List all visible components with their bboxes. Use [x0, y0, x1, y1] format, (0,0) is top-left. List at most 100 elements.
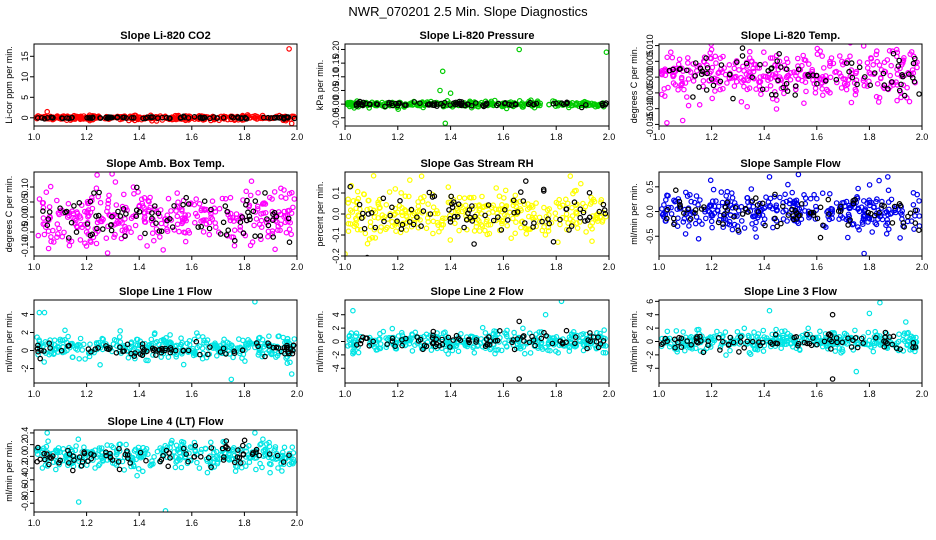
- data-point: [860, 198, 867, 204]
- data-point: [881, 343, 888, 350]
- data-point: [245, 344, 251, 351]
- data-point: [66, 237, 72, 244]
- data-point: [785, 212, 792, 218]
- data-point: [573, 209, 580, 215]
- data-point: [107, 454, 114, 460]
- data-point: [792, 83, 799, 89]
- data-point: [185, 458, 191, 465]
- data-point: [434, 210, 441, 217]
- data-point: [386, 189, 393, 195]
- data-point: [243, 188, 250, 195]
- data-point: [520, 333, 527, 339]
- data-point: [794, 55, 801, 62]
- x-tick-label: 2.0: [291, 132, 304, 142]
- data-point: [681, 215, 688, 222]
- data-point: [347, 183, 354, 190]
- data-point: [51, 337, 58, 344]
- y-tick-label: 0.15: [331, 54, 341, 72]
- data-point: [448, 193, 455, 200]
- data-point: [60, 445, 67, 452]
- data-point: [710, 186, 717, 193]
- data-point: [279, 468, 285, 474]
- x-tick-label: 1.2: [80, 518, 93, 528]
- data-point: [139, 352, 146, 359]
- x-tick-label: 2.0: [291, 389, 304, 399]
- data-point: [235, 447, 241, 453]
- data-point: [738, 74, 744, 81]
- data-point: [456, 98, 463, 105]
- data-point: [772, 71, 779, 77]
- data-point: [601, 327, 608, 333]
- data-point: [829, 376, 836, 382]
- data-point: [787, 77, 794, 83]
- series-all: [345, 173, 609, 256]
- data-point: [265, 228, 272, 235]
- data-point: [600, 201, 607, 208]
- data-point: [251, 222, 257, 229]
- y-tick-label: 0.00: [20, 208, 30, 226]
- data-point: [719, 338, 726, 345]
- data-point: [735, 227, 742, 234]
- data-point: [886, 334, 893, 340]
- data-point: [687, 192, 693, 198]
- data-point: [759, 86, 766, 93]
- data-point: [498, 347, 505, 354]
- plot-frame: [658, 171, 923, 257]
- data-point: [473, 339, 479, 345]
- data-point: [221, 336, 227, 343]
- data-point: [62, 327, 68, 334]
- data-point: [52, 466, 59, 473]
- data-point: [769, 331, 776, 338]
- data-point: [882, 210, 888, 216]
- data-point: [243, 202, 249, 208]
- data-point: [696, 102, 703, 108]
- data-point: [717, 344, 724, 350]
- data-point: [41, 450, 48, 457]
- data-point: [64, 115, 70, 121]
- data-point: [97, 199, 104, 206]
- data-point: [421, 193, 427, 200]
- data-point: [560, 101, 567, 108]
- data-point: [848, 344, 855, 350]
- data-point: [482, 212, 488, 219]
- data-point: [866, 310, 873, 317]
- data-point: [66, 242, 73, 249]
- data-point: [140, 468, 146, 475]
- data-point: [783, 55, 790, 62]
- data-point: [682, 80, 689, 86]
- data-point: [37, 355, 44, 362]
- data-point: [749, 198, 756, 204]
- data-point: [793, 333, 800, 340]
- data-point: [670, 80, 677, 86]
- data-point: [365, 197, 372, 204]
- data-point: [748, 186, 755, 192]
- data-point: [823, 343, 830, 349]
- data-point: [511, 209, 517, 216]
- data-point: [216, 205, 223, 212]
- data-point: [762, 204, 769, 210]
- data-point: [784, 330, 791, 337]
- data-point: [854, 344, 861, 351]
- data-point: [801, 339, 808, 346]
- data-point: [669, 54, 676, 61]
- data-point: [812, 90, 819, 96]
- data-point: [912, 220, 919, 226]
- data-point: [179, 220, 185, 227]
- data-point: [266, 333, 272, 340]
- data-point: [518, 224, 524, 231]
- data-point: [225, 448, 232, 454]
- data-point: [259, 201, 266, 207]
- data-point: [901, 330, 908, 337]
- y-tick-label: -0.10: [20, 237, 30, 258]
- data-point: [257, 441, 263, 448]
- data-point: [383, 344, 390, 351]
- data-point: [287, 359, 293, 366]
- data-point: [682, 231, 689, 237]
- data-point: [176, 228, 182, 235]
- data-point: [278, 348, 285, 355]
- data-point: [472, 203, 479, 209]
- data-point: [278, 194, 285, 200]
- data-point: [45, 245, 52, 252]
- y-tick-label: 0: [331, 339, 341, 344]
- data-point: [426, 189, 433, 196]
